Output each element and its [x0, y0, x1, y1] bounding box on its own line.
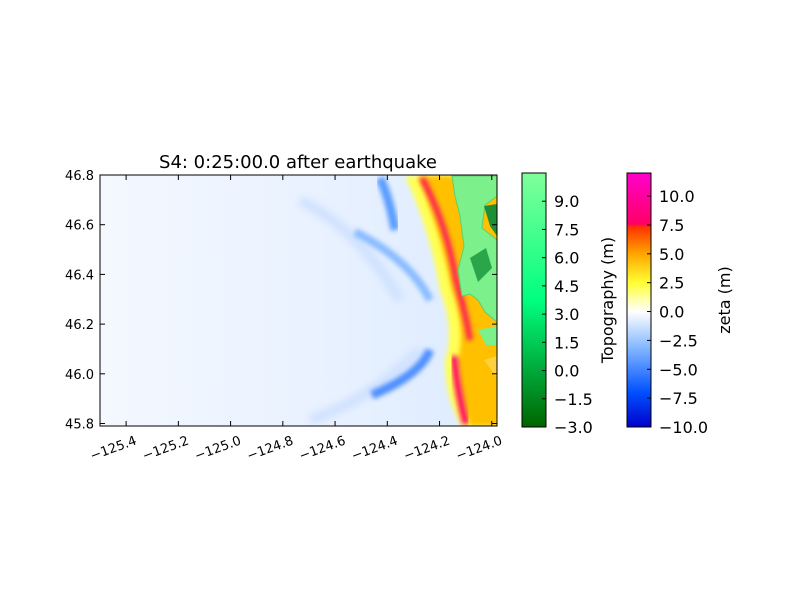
x-tick-label: −125.0 — [193, 434, 243, 465]
colorbar-tick-label: −7.5 — [659, 389, 698, 408]
colorbar-tick-label: 1.5 — [554, 333, 579, 352]
chart-title: S4: 0:25:00.0 after earthquake — [159, 152, 437, 173]
colorbar-tick-label: −5.0 — [659, 360, 698, 379]
y-tick-label: 45.8 — [65, 418, 94, 433]
zeta-colorbar-label: zeta (m) — [715, 266, 734, 333]
y-tick-label: 46.4 — [65, 268, 94, 283]
x-tick-label: −125.2 — [141, 434, 191, 465]
colorbar-tick-label: 7.5 — [554, 220, 579, 239]
topography-colorbar: −3.0 −1.5 0.0 1.5 3.0 4.5 6.0 7.5 9.0 Topography… — [521, 172, 617, 437]
colorbar-tick-label: 0.0 — [659, 303, 684, 322]
colorbar-tick-label: 7.5 — [659, 216, 684, 235]
x-tick-label: −124.0 — [454, 434, 504, 465]
x-tick-label: −124.8 — [245, 434, 295, 465]
colorbar-tick-label: −3.0 — [554, 418, 593, 437]
y-tick-label: 46.8 — [65, 169, 94, 184]
x-tick-label: −125.4 — [88, 434, 138, 465]
plot-frame — [99, 174, 498, 427]
zeta-colorbar-ticks: −10.0 −7.5 −5.0 −2.5 0.0 2.5 5.0 7.5 10.0 — [647, 187, 708, 437]
y-tick-label: 46.6 — [65, 219, 94, 234]
colorbar-tick-label: 0.0 — [554, 362, 579, 381]
colorbar-tick-label: 9.0 — [554, 192, 579, 211]
topography-colorbar-ticks: −3.0 −1.5 0.0 1.5 3.0 4.5 6.0 7.5 9.0 — [542, 192, 593, 437]
zeta-colorbar-bar — [626, 172, 652, 428]
colorbar-tick-label: 3.0 — [554, 305, 579, 324]
colorbar-tick-label: 4.5 — [554, 277, 579, 296]
y-axis: 45.8 46.0 46.2 46.4 46.6 46.8 — [65, 169, 497, 433]
y-tick-label: 46.0 — [65, 368, 94, 383]
colorbar-tick-label: 6.0 — [554, 249, 579, 268]
y-tick-label: 46.2 — [65, 318, 94, 333]
colorbar-tick-label: 5.0 — [659, 245, 684, 264]
colorbar-tick-label: −10.0 — [659, 418, 708, 437]
colorbar-tick-label: 2.5 — [659, 274, 684, 293]
colorbar-tick-label: 10.0 — [659, 187, 695, 206]
x-tick-label: −124.2 — [402, 434, 452, 465]
colorbar-tick-label: −2.5 — [659, 331, 698, 350]
zeta-colorbar: −10.0 −7.5 −5.0 −2.5 0.0 2.5 5.0 7.5 10.0 zeta (… — [626, 172, 734, 437]
colorbar-tick-label: −1.5 — [554, 390, 593, 409]
x-tick-label: −124.6 — [297, 434, 347, 465]
plot-area — [100, 175, 497, 426]
topography-colorbar-bar — [521, 172, 547, 428]
field-rendering — [297, 175, 497, 426]
x-tick-label: −124.4 — [350, 434, 400, 465]
topography-colorbar-label: Topography (m) — [598, 237, 617, 364]
